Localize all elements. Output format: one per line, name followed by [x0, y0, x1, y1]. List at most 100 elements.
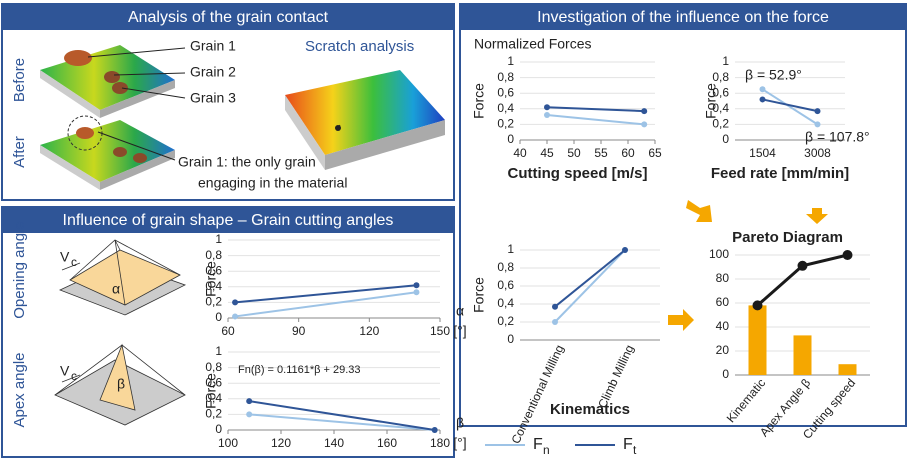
y-tick-label: 100	[709, 247, 729, 261]
annotation: β = 52.9°	[745, 67, 802, 83]
point	[246, 411, 252, 417]
point	[753, 300, 763, 310]
y-tick-label: 0,6	[497, 85, 514, 99]
point	[843, 250, 853, 260]
row-label: Apex angle	[11, 352, 28, 427]
symbol: β	[117, 376, 125, 392]
point	[622, 247, 628, 253]
series-line	[547, 115, 644, 124]
symbol: c	[71, 255, 77, 269]
point	[760, 96, 766, 102]
panel-title: Investigation of the influence on the fo…	[537, 9, 829, 26]
series-line	[249, 414, 435, 430]
x-tick-label: 1504	[749, 146, 776, 160]
x-axis-label: β	[456, 415, 464, 431]
figure: Analysis of the grain contact Influence …	[0, 0, 909, 461]
x-tick-label: 60	[221, 324, 235, 338]
x-axis-label: Kinematics	[550, 401, 630, 418]
y-axis-label: Force	[203, 373, 219, 409]
y-tick-label: 0,8	[497, 70, 514, 84]
legend-sub: n	[543, 443, 550, 457]
x-tick-label: 3008	[804, 146, 831, 160]
annotation: Fn(β) = 0.1161*β + 29.33	[238, 364, 361, 376]
y-tick-label: 0	[215, 422, 222, 436]
series-line	[235, 292, 416, 316]
panel-title: Influence of grain shape – Grain cutting…	[63, 212, 394, 229]
x-tick-label: 60	[621, 146, 635, 160]
y-tick-label: 0,8	[712, 70, 729, 84]
point	[413, 289, 419, 295]
y-axis-label: Force	[703, 83, 719, 119]
x-axis-label: Cutting speed [m/s]	[507, 165, 647, 182]
y-tick-label: 0,2	[497, 117, 514, 131]
point	[641, 121, 647, 127]
bar	[839, 364, 857, 375]
series-line	[555, 250, 625, 307]
point	[413, 282, 419, 288]
symbol: V	[60, 249, 70, 265]
series-line	[763, 99, 818, 111]
y-tick-label: 1	[507, 242, 514, 256]
x-tick-label: 120	[359, 324, 379, 338]
y-tick-label: 1	[722, 54, 729, 68]
y-tick-label: 0	[722, 132, 729, 146]
y-axis-label: Force	[471, 83, 487, 119]
y-tick-label: 60	[716, 295, 730, 309]
point	[432, 427, 438, 433]
y-tick-label: 0	[215, 310, 222, 324]
point	[544, 112, 550, 118]
point	[641, 108, 647, 114]
bar	[749, 305, 767, 375]
y-tick-label: 0	[722, 367, 729, 381]
y-tick-label: 40	[716, 319, 730, 333]
x-tick-label: 180	[430, 436, 450, 450]
symbol: c	[71, 369, 77, 383]
x-tick-label: 160	[377, 436, 397, 450]
legend-sub: t	[633, 443, 637, 457]
y-tick-label: 0,8	[205, 360, 222, 374]
series-line	[235, 285, 416, 302]
x-tick-label: 40	[513, 146, 527, 160]
point	[232, 313, 238, 319]
annotation: engaging in the material	[198, 175, 347, 191]
symbol: α	[112, 281, 120, 297]
symbol: V	[60, 363, 70, 379]
x-tick-label: 90	[292, 324, 306, 338]
x-tick-label: 45	[540, 146, 554, 160]
y-tick-label: 1	[215, 232, 222, 246]
y-tick-label: 0,4	[497, 296, 514, 310]
y-tick-label: 0,2	[497, 314, 514, 328]
bar	[794, 335, 812, 375]
panel-title: Analysis of the grain contact	[128, 9, 329, 26]
point	[815, 108, 821, 114]
annotation: Grain 1: the only grain	[178, 154, 316, 170]
image-label: Before	[11, 58, 28, 102]
point	[798, 261, 808, 271]
legend-label: F	[533, 436, 543, 453]
x-tick-label: 150	[430, 324, 450, 338]
grain-label: Grain 3	[190, 90, 236, 106]
point	[815, 121, 821, 127]
image-label: Scratch analysis	[305, 38, 414, 55]
y-tick-label: 80	[716, 271, 730, 285]
grain-label: Grain 1	[190, 38, 236, 54]
y-axis-label: Force	[471, 277, 487, 313]
series-line	[763, 89, 818, 124]
series-line	[249, 401, 435, 430]
x-tick-label: 120	[271, 436, 291, 450]
x-tick-label: 140	[324, 436, 344, 450]
x-axis-label: Feed rate [mm/min]	[711, 165, 849, 182]
y-tick-label: 0,8	[497, 260, 514, 274]
y-tick-label: 1	[507, 54, 514, 68]
point	[544, 104, 550, 110]
point	[246, 398, 252, 404]
y-tick-label: 0	[507, 132, 514, 146]
chart-title: Pareto Diagram	[732, 229, 843, 246]
point	[552, 304, 558, 310]
image-label: After	[11, 136, 28, 168]
annotation: β = 107.8°	[805, 129, 870, 145]
legend-label: F	[623, 436, 633, 453]
y-tick-label: 20	[716, 343, 730, 357]
x-tick-label: Conventional Milling	[509, 343, 567, 446]
x-tick-label: 50	[567, 146, 581, 160]
